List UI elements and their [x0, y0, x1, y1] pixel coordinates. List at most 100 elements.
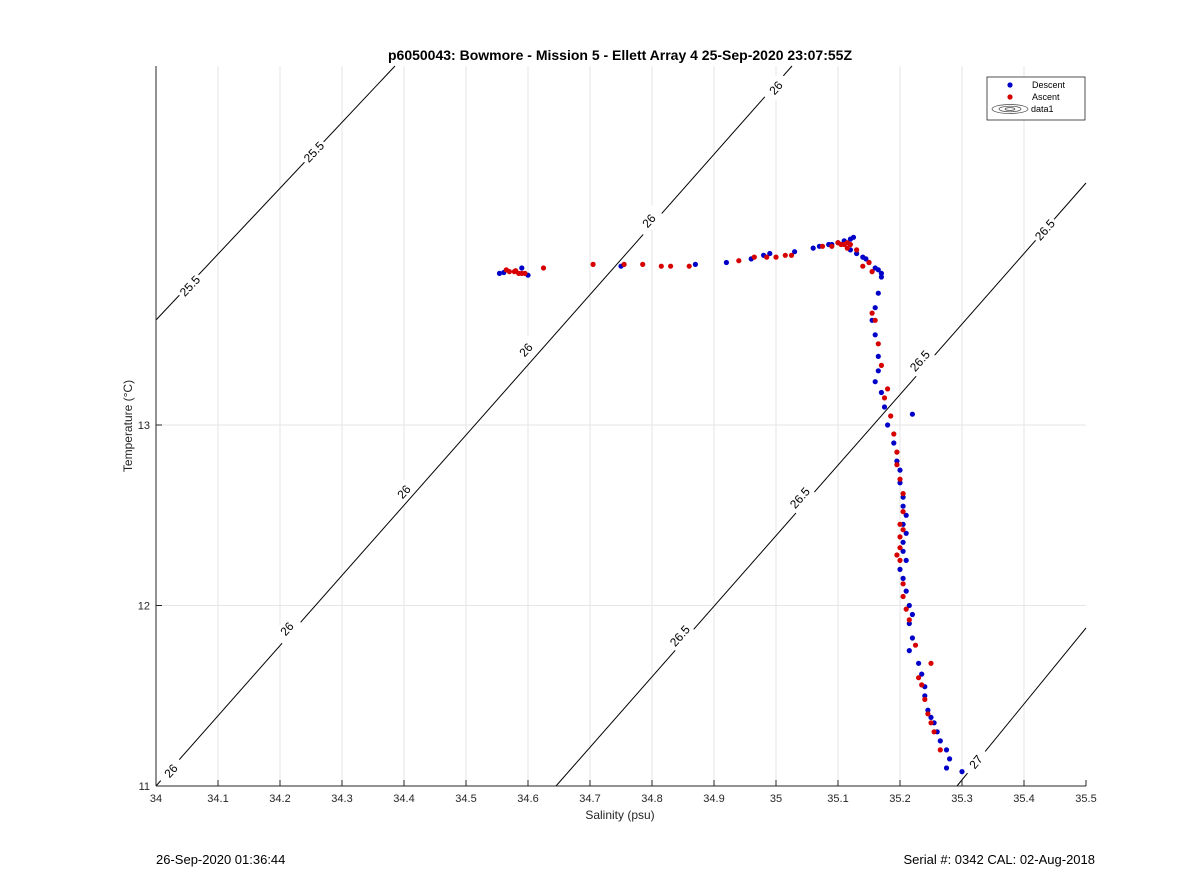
descent-point: [875, 267, 881, 273]
descent-point: [909, 411, 916, 417]
x-tick-label: 34.6: [517, 793, 538, 805]
legend-label: data1: [1031, 104, 1054, 114]
descent-point: [881, 404, 888, 410]
legend-marker: [1007, 94, 1013, 100]
descent-point: [909, 635, 916, 641]
descent-point: [885, 422, 891, 428]
ascent-point: [928, 720, 934, 726]
ascent-point: [872, 317, 878, 323]
ascent-point: [540, 265, 547, 271]
ascent-point: [513, 268, 519, 274]
descent-point: [906, 602, 912, 609]
ascent-point: [903, 606, 909, 612]
descent-point: [863, 256, 869, 262]
ascent-point: [900, 593, 906, 600]
ascent-point: [891, 431, 897, 437]
ascent-point: [900, 509, 906, 515]
ascent-point: [894, 449, 900, 455]
isopycnal-label-bg: [784, 482, 816, 514]
x-tick-label: 34.3: [331, 793, 352, 805]
isopycnal-line: [555, 182, 1087, 787]
ascent-point: [847, 241, 854, 248]
descent-point: [943, 765, 950, 771]
x-tick-label: 35.3: [951, 793, 972, 805]
ascent-point: [900, 491, 906, 497]
descent-point: [922, 693, 928, 699]
ascent-point: [590, 261, 596, 267]
isopycnal-label-bg: [388, 476, 420, 508]
descent-point: [878, 389, 885, 396]
isopycnal-label-bg: [271, 613, 303, 645]
y-axis-label: Temperature (°C): [121, 380, 135, 472]
descent-point: [943, 747, 950, 753]
ascent-point: [844, 245, 850, 251]
ascent-point: [894, 552, 900, 558]
descent-point: [872, 305, 878, 311]
legend: Descent Ascent data1: [986, 76, 1086, 121]
descent-point: [850, 234, 857, 240]
descent-point: [906, 648, 912, 654]
descent-point: [891, 440, 897, 446]
x-tick-label: 35.4: [1013, 793, 1034, 805]
ascent-point: [640, 261, 646, 267]
descent-point: [792, 249, 798, 255]
ascent-point: [897, 534, 903, 540]
x-axis-label: Salinity (psu): [585, 808, 654, 822]
descent-point: [875, 368, 881, 374]
descent-point: [947, 756, 953, 762]
descent-point: [897, 566, 903, 573]
contour-legend-icon: [991, 104, 1029, 114]
y-tick-label: 11: [139, 781, 150, 793]
descent-point: [900, 539, 906, 545]
footer-timestamp: 26-Sep-2020 01:36:44: [156, 852, 286, 867]
descent-point: [767, 250, 773, 257]
data-points: [496, 234, 965, 775]
descent-point: [894, 458, 900, 464]
descent-point: [900, 548, 906, 554]
ascent-point: [900, 581, 906, 587]
descent-point: [903, 588, 909, 594]
ascent-point: [506, 269, 512, 275]
ascent-point: [888, 413, 894, 419]
ascent-point: [894, 462, 900, 468]
descent-point: [875, 290, 881, 296]
descent-point: [692, 261, 699, 267]
ascent-point: [922, 696, 928, 703]
ascent-point: [829, 243, 835, 249]
ascent-point: [916, 675, 922, 681]
descent-point: [903, 557, 909, 564]
ascent-point: [937, 747, 943, 753]
ascent-point: [897, 476, 903, 482]
legend-label: Ascent: [1032, 92, 1060, 102]
ascent-point: [621, 261, 627, 267]
legend-marker: [1007, 82, 1013, 88]
descent-point: [900, 494, 906, 500]
ascent-point: [878, 362, 885, 368]
x-tick-label: 34.9: [703, 793, 724, 805]
isopycnal-label-bg: [155, 755, 187, 787]
ascent-point: [925, 711, 931, 717]
x-tick-label: 34.7: [579, 793, 600, 805]
descent-point: [872, 332, 878, 338]
descent-point: [916, 660, 922, 666]
ascent-point: [928, 660, 934, 666]
ascent-point: [869, 269, 875, 275]
isopycnal-label-bg: [904, 345, 936, 377]
descent-point: [878, 274, 885, 280]
grid-lines: [156, 66, 1086, 786]
x-tick-label: 35: [770, 793, 782, 805]
descent-point: [875, 353, 881, 359]
ascent-point: [912, 642, 919, 648]
descent-point: [919, 671, 925, 677]
ascent-point: [658, 263, 664, 269]
x-tick-label: 34.4: [393, 793, 414, 805]
descent-point: [900, 503, 906, 509]
axes: 34 34.1 34.2 34.3 34.4 34.5 34.6 34.7 34.8 34.9 35…: [138, 66, 1097, 805]
x-tick-label: 35.5: [1075, 793, 1096, 805]
x-tick-label: 34.1: [207, 793, 228, 805]
chart-title: p6050043: Bowmore - Mission 5 - Ellett A…: [388, 47, 852, 63]
ascent-point: [751, 254, 757, 260]
descent-point: [897, 480, 903, 486]
